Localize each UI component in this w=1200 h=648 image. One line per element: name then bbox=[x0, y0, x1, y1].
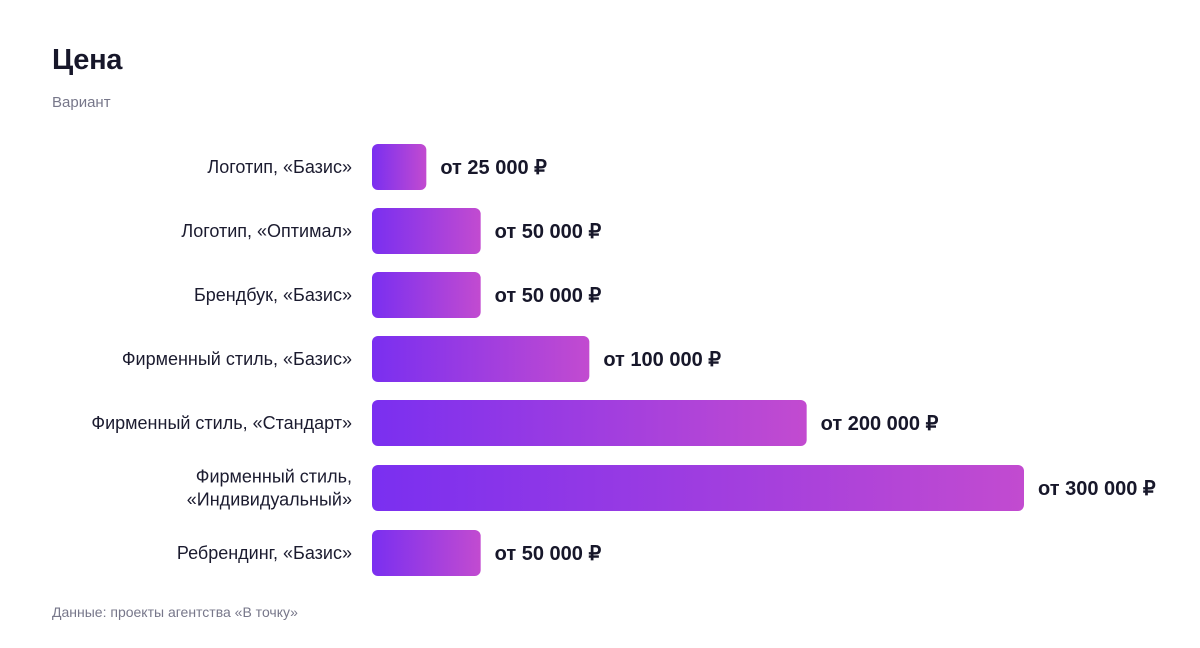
category-label-line: Ребрендинг, «Базис» bbox=[177, 543, 352, 563]
category-label: Логотип, «Оптимал» bbox=[181, 221, 352, 241]
value-label: от 200 000 ₽ bbox=[821, 413, 939, 435]
value-label: от 50 000 ₽ bbox=[495, 543, 602, 565]
bar bbox=[372, 272, 481, 318]
chart-subtitle: Вариант bbox=[52, 94, 111, 111]
category-label-line: Фирменный стиль, «Стандарт» bbox=[91, 413, 352, 433]
category-label-line: Логотип, «Оптимал» bbox=[181, 221, 352, 241]
value-label: от 300 000 ₽ bbox=[1038, 478, 1156, 500]
category-label: Фирменный стиль, «Стандарт» bbox=[91, 413, 352, 433]
bar bbox=[372, 336, 590, 382]
category-label-line: Фирменный стиль, «Базис» bbox=[122, 349, 352, 369]
bars-group: Логотип, «Базис» от 25 000 ₽ Логотип, «Опт… bbox=[91, 144, 1156, 576]
value-label: от 50 000 ₽ bbox=[495, 221, 602, 243]
bar bbox=[372, 465, 1024, 511]
value-label: от 100 000 ₽ bbox=[603, 349, 721, 371]
chart-title: Цена bbox=[52, 44, 123, 76]
category-label: Фирменный стиль, «Базис» bbox=[122, 349, 352, 369]
value-label: от 25 000 ₽ bbox=[440, 157, 547, 179]
data-source-note: Данные: проекты агентства «В точку» bbox=[52, 604, 298, 620]
category-label-line: Логотип, «Базис» bbox=[207, 157, 352, 177]
category-label: Фирменный стиль, «Индивидуальный» bbox=[187, 467, 352, 510]
bar bbox=[372, 144, 427, 190]
bar bbox=[372, 530, 481, 576]
bar bbox=[372, 400, 807, 446]
category-label-line: «Индивидуальный» bbox=[187, 490, 352, 510]
category-label-line: Брендбук, «Базис» bbox=[194, 285, 352, 305]
category-label: Ребрендинг, «Базис» bbox=[177, 543, 352, 563]
category-label: Логотип, «Базис» bbox=[207, 157, 352, 177]
value-label: от 50 000 ₽ bbox=[495, 285, 602, 307]
category-label: Брендбук, «Базис» bbox=[194, 285, 352, 305]
bar bbox=[372, 208, 481, 254]
category-label-line: Фирменный стиль, bbox=[196, 467, 352, 487]
